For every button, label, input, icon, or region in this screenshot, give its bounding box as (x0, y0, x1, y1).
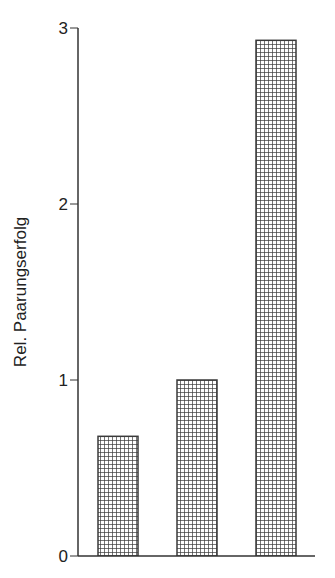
svg-text:3: 3 (59, 19, 68, 38)
svg-text:2: 2 (59, 195, 68, 214)
svg-text:1: 1 (59, 371, 68, 390)
svg-text:0: 0 (59, 547, 68, 566)
svg-text:Rel. Paarungserfolg: Rel. Paarungserfolg (11, 217, 30, 367)
